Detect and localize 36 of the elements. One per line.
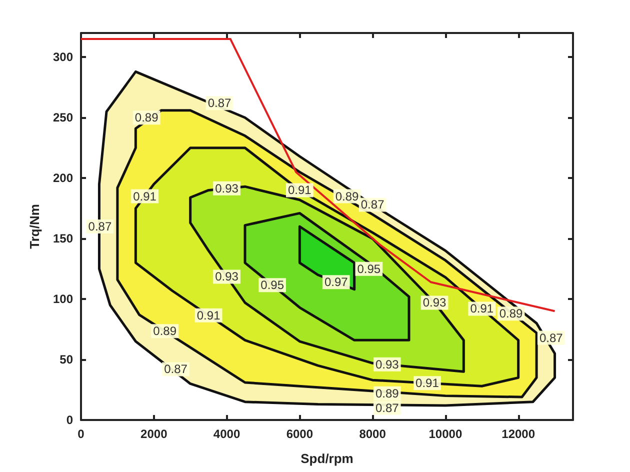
y-tick-label: 150 xyxy=(52,232,74,246)
annotation: 0.91 xyxy=(196,308,221,322)
annotation: 0.89 xyxy=(153,324,177,338)
annotation: 0.95 xyxy=(260,278,284,292)
x-tick-label: 0 xyxy=(78,427,85,441)
x-tick-label: 6000 xyxy=(286,427,314,441)
annotation: 0.89 xyxy=(134,110,159,125)
annotation: 0.93 xyxy=(215,181,239,196)
annotation: 0.97 xyxy=(324,275,348,290)
x-axis-title: Spd/rpm xyxy=(300,451,354,466)
annotation: 0.87 xyxy=(539,330,564,345)
y-tick-label: 300 xyxy=(52,50,74,64)
x-tick-label: 12000 xyxy=(502,427,536,441)
annotation: 0.87 xyxy=(208,96,232,110)
y-tick-label: 100 xyxy=(52,292,74,306)
annotation: 0.89 xyxy=(375,386,400,400)
annotation: 0.89 xyxy=(499,306,524,321)
y-tick-label: 50 xyxy=(60,352,74,367)
x-tick-label: 2000 xyxy=(140,427,168,441)
annotation: 0.87 xyxy=(375,400,400,415)
annotation: 0.93 xyxy=(215,270,239,284)
x-tick-label: 10000 xyxy=(428,427,462,441)
annotation: 0.93 xyxy=(375,357,400,372)
annotation: 0.95 xyxy=(357,262,381,276)
y-tick-label: 250 xyxy=(52,110,74,125)
x-tick-label: 4000 xyxy=(213,427,240,441)
annotation: 0.91 xyxy=(470,302,494,316)
annotation: 0.87 xyxy=(88,220,112,234)
y-tick-label: 0 xyxy=(66,413,74,427)
y-tick-label: 200 xyxy=(52,171,74,186)
annotation: 0.91 xyxy=(416,376,440,390)
annotation: 0.91 xyxy=(133,189,157,204)
y-axis-title: Trq/Nm xyxy=(27,204,42,249)
annotation: 0.87 xyxy=(164,362,188,376)
x-tick-label: 8000 xyxy=(359,427,386,441)
annotation: 0.89 xyxy=(335,189,360,204)
